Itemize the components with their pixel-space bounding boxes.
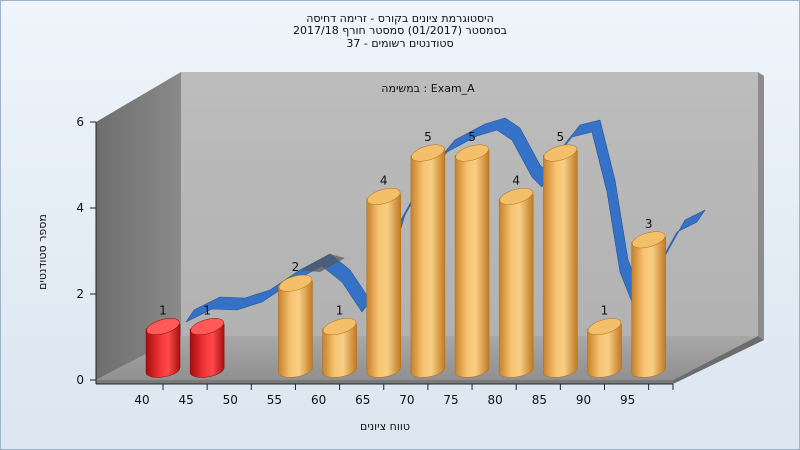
bar: 4: [498, 173, 534, 378]
bar-value-label: 1: [203, 304, 211, 318]
bar-top: [499, 187, 533, 205]
bar-top: [631, 231, 666, 249]
floor-right-edge: [673, 336, 764, 384]
bar-body: [543, 150, 578, 378]
x-tick-label: 85: [532, 393, 547, 407]
bar-body: [631, 237, 666, 378]
floor-front-edge: [96, 380, 673, 384]
curve-shadow: [300, 254, 345, 272]
x-ticks: 40 45 50 55 60 65 70 75 80 85 90 95: [134, 384, 674, 407]
bar-top: [322, 318, 357, 336]
bar-body: [366, 193, 401, 378]
y-tick-label: 2: [76, 287, 84, 301]
x-axis-label: טווח ציונים: [360, 420, 410, 433]
bar-value-label: 1: [336, 304, 344, 318]
bar-value-label: 1: [159, 304, 167, 318]
bar-value-label: 2: [292, 260, 300, 274]
bar-top: [146, 318, 180, 336]
bar-value-label: 5: [468, 130, 476, 144]
bars: 1 1 2 1 4 5 5 4 5 1 3: [145, 130, 666, 378]
y-tick-label: 4: [76, 201, 84, 215]
right-wall-edge: [758, 72, 764, 340]
x-tick-label: 65: [355, 393, 370, 407]
x-tick-label: 95: [620, 393, 635, 407]
x-tick-label: 90: [576, 393, 591, 407]
bar-top: [455, 144, 489, 162]
bar: 1: [322, 304, 357, 378]
bar-top: [543, 144, 578, 162]
bar: 5: [454, 130, 490, 378]
bar: 1: [189, 304, 225, 378]
bar-top: [411, 144, 445, 162]
left-wall: [96, 72, 181, 380]
bar-body: [587, 323, 622, 378]
x-tick-label: 45: [179, 393, 194, 407]
bar-body: [189, 323, 225, 378]
y-axis-label: מספר סטודנטים: [36, 214, 49, 290]
bar: 1: [587, 304, 622, 378]
y-tick-label: 0: [76, 373, 84, 387]
bar-body: [145, 323, 181, 378]
chart-subtitle: במשימה : Exam_A: [381, 82, 475, 95]
x-tick-label: 50: [223, 393, 238, 407]
chart-title-line-1: היסטוגרמת ציונים בקורס - זרימה דחיסה: [306, 12, 494, 25]
bar: 1: [145, 304, 181, 378]
bar-value-label: 4: [512, 173, 520, 187]
chart-title-line-2: בסמסטר (01/2017) סמסטר חורף 2017/18: [293, 24, 507, 37]
x-tick-label: 75: [443, 393, 458, 407]
bar-body: [278, 280, 313, 378]
bar-top: [367, 187, 401, 205]
x-tick-label: 70: [399, 393, 414, 407]
bar-body: [322, 323, 357, 378]
bar-value-label: 4: [380, 173, 388, 187]
chart-title-line-3: סטודנטים רשומים - 37: [346, 37, 454, 50]
bar-value-label: 3: [645, 217, 653, 231]
bar: 2: [278, 260, 313, 378]
bar-top: [190, 318, 224, 336]
bar-value-label: 5: [557, 130, 565, 144]
x-tick-label: 60: [311, 393, 326, 407]
x-tick-label: 40: [134, 393, 149, 407]
bar-body: [410, 150, 446, 378]
bar: 3: [631, 217, 666, 378]
bar-value-label: 5: [424, 130, 432, 144]
y-tick-label: 6: [76, 115, 84, 129]
bar: 5: [410, 130, 446, 378]
bar: 5: [543, 130, 578, 378]
x-tick-label: 55: [267, 393, 282, 407]
x-tick-label: 80: [488, 393, 503, 407]
bar-body: [454, 150, 490, 378]
bar-top: [278, 274, 313, 292]
bar-top: [587, 318, 622, 336]
bar: 4: [366, 173, 401, 378]
bar-value-label: 1: [601, 304, 609, 318]
y-ticks: 0 2 4 6: [76, 115, 96, 387]
bar-body: [498, 193, 534, 378]
